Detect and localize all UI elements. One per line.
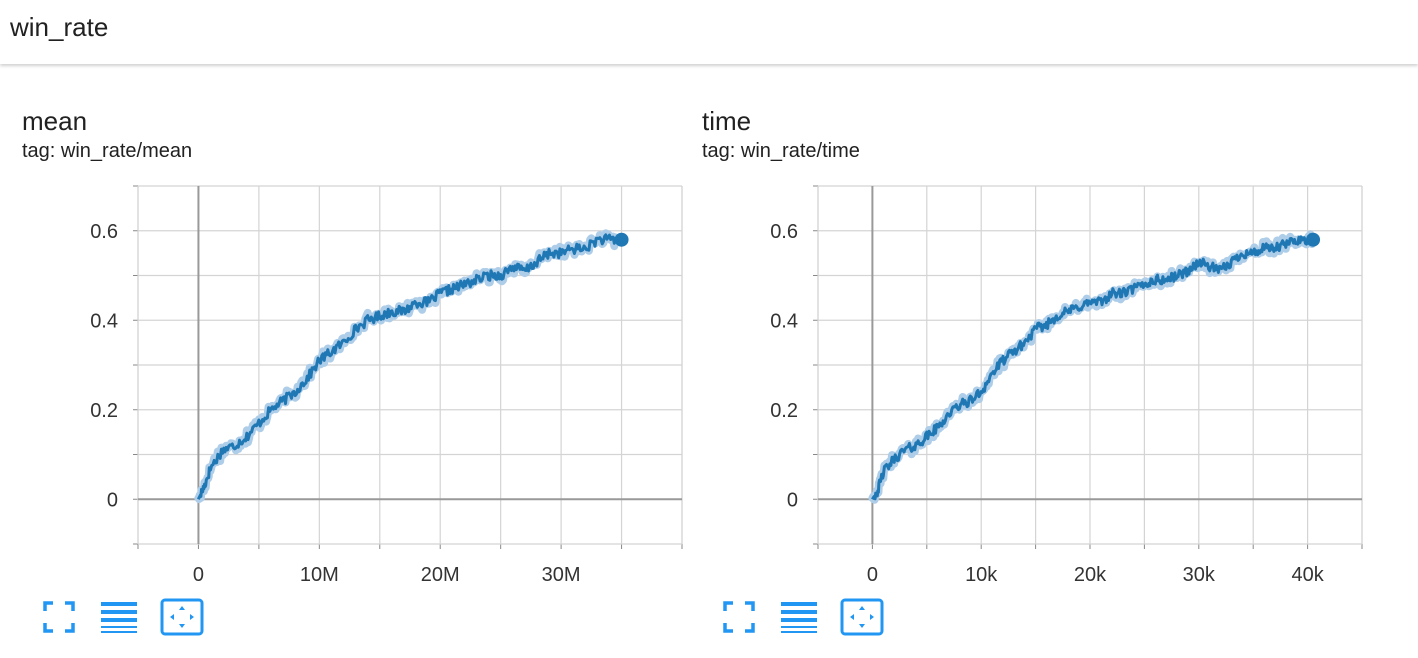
fullscreen-button[interactable] [40, 598, 78, 636]
series-line [197, 233, 624, 500]
list-lines-icon [781, 602, 817, 633]
x-tick-label: 30M [542, 564, 581, 586]
card-tag: tag: win_rate/time [702, 140, 860, 162]
y-tick-label: 0.2 [770, 400, 798, 422]
x-tick-label: 20M [421, 564, 460, 586]
fullscreen-icon [43, 601, 75, 633]
series-end-point [614, 232, 629, 247]
fit-domain-button[interactable] [840, 598, 884, 636]
chart-card-time: time tag: win_rate/time 0 0.2 0.4 0.6 0 10k 20… [702, 100, 1382, 650]
list-lines-icon [101, 602, 137, 633]
fit-to-data-icon [160, 598, 204, 636]
x-tick-label: 10k [965, 564, 998, 586]
y-tick-label: 0.4 [770, 310, 798, 332]
series-raw-band [194, 229, 626, 504]
line-chart-mean[interactable]: 0 0.2 0.4 0.6 0 10M 20M 30M [22, 100, 702, 590]
card-title: mean [22, 106, 88, 136]
y-tick-label: 0 [787, 489, 798, 511]
log-scale-button[interactable] [780, 598, 818, 636]
group-header[interactable]: win_rate [0, 0, 1418, 64]
group-title: win_rate [10, 12, 109, 42]
y-tick-label: 0.6 [90, 221, 118, 243]
y-tick-label: 0.6 [770, 221, 798, 243]
x-tick-label: 0 [193, 564, 204, 586]
fullscreen-button[interactable] [720, 598, 758, 636]
line-chart-time[interactable]: 0 0.2 0.4 0.6 0 10k 20k 30k 40k [702, 100, 1382, 590]
x-tick-label: 10M [300, 564, 339, 586]
x-tick-label: 20k [1074, 564, 1107, 586]
fit-domain-button[interactable] [160, 598, 204, 636]
y-tick-label: 0.2 [90, 400, 118, 422]
y-tick-label: 0 [107, 489, 118, 511]
fit-to-data-icon [840, 598, 884, 636]
series-end-point [1306, 232, 1321, 247]
x-tick-label: 30k [1183, 564, 1216, 586]
log-scale-button[interactable] [100, 598, 138, 636]
card-title: time [702, 106, 752, 136]
x-tick-label: 0 [867, 564, 878, 586]
series-raw-band [868, 230, 1317, 504]
series-line [871, 233, 1315, 501]
y-tick-label: 0.4 [90, 310, 118, 332]
fullscreen-icon [723, 601, 755, 633]
x-tick-label: 40k [1291, 564, 1324, 586]
chart-card-mean: mean tag: win_rate/mean 0 0.2 0.4 0.6 0 10M 20… [22, 100, 702, 650]
card-tag: tag: win_rate/mean [22, 140, 193, 162]
